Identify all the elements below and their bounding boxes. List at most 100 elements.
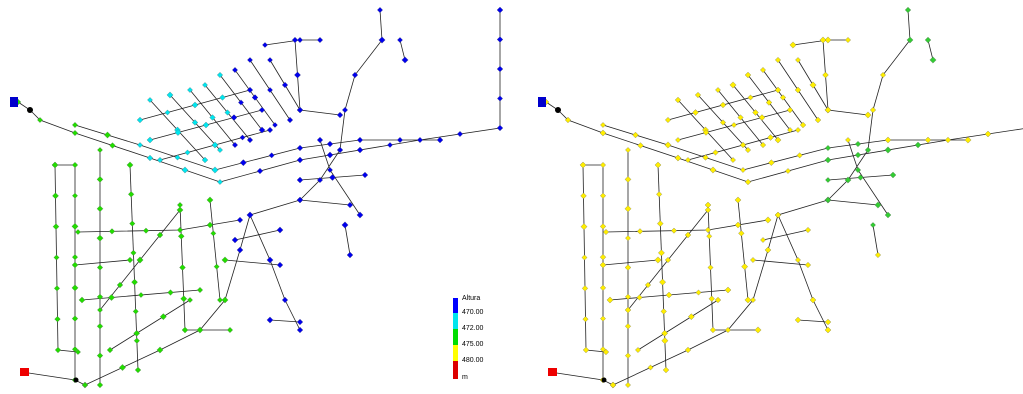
node	[222, 257, 228, 263]
node	[885, 147, 891, 153]
node	[625, 176, 631, 182]
node	[55, 347, 61, 353]
legend-label: 470.00	[462, 309, 484, 316]
node	[765, 247, 771, 253]
node	[212, 167, 218, 173]
node	[865, 112, 871, 118]
node	[130, 221, 136, 227]
node	[745, 179, 751, 185]
node	[742, 264, 748, 270]
node	[930, 57, 936, 63]
node	[397, 137, 403, 143]
node	[297, 37, 302, 42]
node	[357, 147, 363, 153]
node	[885, 137, 891, 143]
node	[815, 117, 821, 123]
node	[317, 137, 323, 143]
node	[97, 382, 103, 388]
node	[790, 42, 796, 48]
node	[600, 254, 606, 260]
node	[725, 287, 731, 293]
right-network	[538, 7, 1023, 388]
node	[72, 316, 78, 322]
node	[665, 142, 671, 148]
reservoir	[10, 97, 18, 107]
node	[582, 255, 587, 260]
node	[780, 95, 786, 101]
node	[362, 172, 368, 178]
node	[457, 131, 462, 136]
node	[177, 202, 182, 207]
node	[925, 137, 931, 143]
node	[671, 228, 676, 233]
node	[259, 127, 265, 133]
node	[497, 7, 503, 13]
node	[600, 130, 606, 136]
pipe	[265, 40, 320, 45]
node	[97, 176, 103, 182]
node	[740, 167, 745, 172]
node	[147, 137, 153, 143]
pipe	[546, 10, 1023, 182]
node	[708, 265, 713, 270]
node	[53, 224, 59, 230]
node	[108, 294, 114, 300]
node	[638, 143, 644, 149]
node	[810, 82, 816, 88]
node	[52, 162, 58, 168]
node	[232, 67, 237, 72]
node	[925, 37, 931, 43]
node	[52, 193, 58, 199]
node	[97, 323, 103, 329]
node	[625, 323, 631, 329]
node	[187, 297, 192, 302]
node	[707, 234, 712, 239]
node	[97, 206, 103, 212]
node	[580, 162, 586, 168]
pipe	[708, 205, 758, 330]
node	[109, 229, 115, 235]
node	[231, 115, 237, 121]
node	[662, 330, 668, 336]
node	[240, 135, 245, 140]
node	[342, 107, 347, 112]
node	[97, 147, 102, 152]
node	[247, 212, 253, 218]
node	[735, 197, 741, 203]
node	[635, 347, 640, 352]
node	[713, 150, 719, 156]
pipe	[18, 10, 500, 182]
node	[127, 257, 133, 263]
legend-swatch	[453, 298, 458, 313]
node	[342, 222, 348, 228]
node	[797, 153, 802, 158]
node	[267, 87, 272, 92]
node	[297, 157, 303, 163]
node	[662, 338, 668, 344]
node	[377, 7, 382, 12]
node	[397, 37, 402, 42]
node	[825, 177, 830, 182]
node	[688, 314, 694, 320]
node	[272, 122, 277, 127]
node	[685, 347, 691, 353]
node	[72, 130, 77, 135]
node	[875, 252, 881, 258]
node	[72, 262, 78, 268]
node	[259, 107, 265, 113]
node	[745, 297, 751, 303]
node	[759, 115, 765, 121]
legend-swatch	[453, 313, 458, 329]
pipe	[828, 10, 910, 200]
node	[437, 137, 443, 143]
node	[497, 96, 502, 101]
node	[810, 297, 816, 303]
legend-label: 472.00	[462, 325, 484, 332]
node	[182, 167, 188, 173]
node	[417, 137, 423, 143]
pipe	[295, 40, 340, 115]
node	[127, 162, 133, 168]
legend-label: 480.00	[462, 357, 484, 364]
node	[603, 229, 609, 235]
node	[72, 193, 77, 198]
